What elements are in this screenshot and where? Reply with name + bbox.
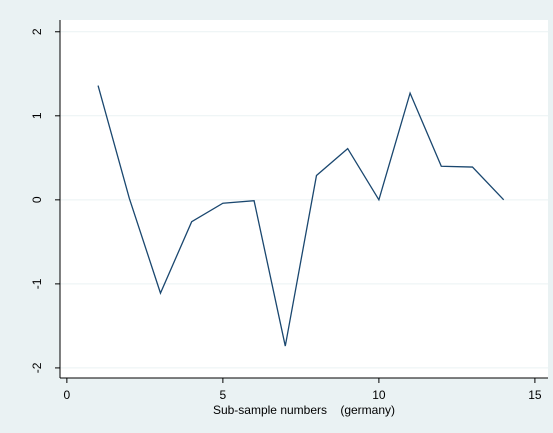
y-tick-label: -2 xyxy=(30,362,44,373)
y-tick-label: 1 xyxy=(30,112,44,119)
y-tick-label: -1 xyxy=(30,278,44,289)
data-line xyxy=(97,85,505,347)
plot-area xyxy=(60,20,548,378)
y-tick-label: 2 xyxy=(30,28,44,35)
x-axis-title: Sub-sample numbers (germany) xyxy=(213,403,395,417)
x-tick-label: 0 xyxy=(64,388,71,402)
x-tick-label: 15 xyxy=(528,388,542,402)
x-tick-label: 5 xyxy=(220,388,227,402)
y-tick-label: 0 xyxy=(30,196,44,203)
x-tick-label: 10 xyxy=(372,388,386,402)
